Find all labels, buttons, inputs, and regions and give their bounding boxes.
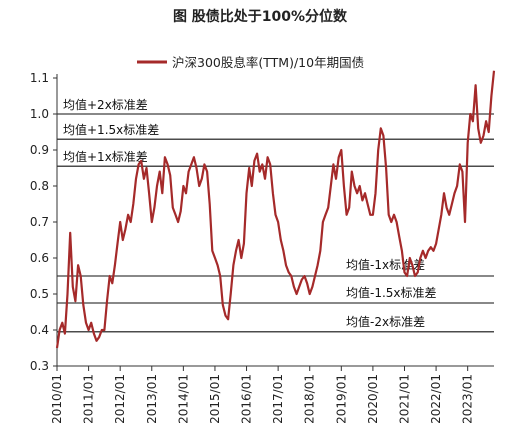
legend: 沪深300股息率(TTM)/10年期国债 (137, 55, 364, 70)
reference-line-label: 均值-1.5x标准差 (346, 285, 437, 300)
reference-line-label: 均值-1x标准差 (346, 257, 425, 272)
chart-title: 图 股债比处于100%分位数 (173, 8, 348, 25)
x-axis: 2010/01 2011/01 2012/01 2013/01 2014/01 2015/… (50, 365, 494, 424)
x-tick-label: 2010/01 (50, 374, 64, 424)
x-tick-label: 2014/01 (176, 374, 190, 424)
x-tick-label: 2015/01 (208, 374, 222, 424)
y-tick-label: 1.0 (30, 107, 49, 121)
y-tick-label: 0.3 (30, 359, 49, 373)
legend-entry: 沪深300股息率(TTM)/10年期国债 (172, 55, 364, 70)
x-tick-label: 2022/01 (429, 374, 443, 424)
x-tick-label: 2019/01 (334, 374, 348, 424)
y-tick-label: 0.8 (30, 179, 49, 193)
y-tick-label: 0.9 (30, 143, 49, 157)
series-line (55, 70, 496, 349)
reference-lines: 均值+2x标准差均值+1.5x标准差均值+1x标准差均值-1x标准差均值-1.5… (57, 97, 494, 333)
x-tick-label: 2016/01 (240, 374, 254, 424)
reference-line-label: 均值+2x标准差 (63, 97, 148, 112)
y-tick-label: 0.4 (30, 323, 49, 337)
y-axis: 0.3 0.4 0.5 0.6 0.7 0.8 0.9 1.0 1.1 (30, 71, 58, 373)
reference-line-label: 均值-2x标准差 (346, 314, 425, 329)
x-tick-label: 2018/01 (303, 374, 317, 424)
x-tick-label: 2012/01 (113, 374, 127, 424)
y-tick-label: 0.5 (30, 287, 49, 301)
y-tick-label: 0.7 (30, 215, 49, 229)
series-group (55, 70, 496, 349)
reference-line-label: 均值+1.5x标准差 (63, 122, 159, 137)
x-tick-label: 2021/01 (397, 374, 411, 424)
y-tick-label: 1.1 (30, 71, 49, 85)
x-tick-label: 2013/01 (145, 374, 159, 424)
x-tick-label: 2017/01 (271, 374, 285, 424)
x-tick-label: 2011/01 (82, 374, 96, 424)
reference-line-label: 均值+1x标准差 (63, 149, 148, 164)
x-tick-label: 2023/01 (461, 374, 475, 424)
x-tick-label: 2020/01 (366, 374, 380, 424)
y-tick-label: 0.6 (30, 251, 49, 265)
